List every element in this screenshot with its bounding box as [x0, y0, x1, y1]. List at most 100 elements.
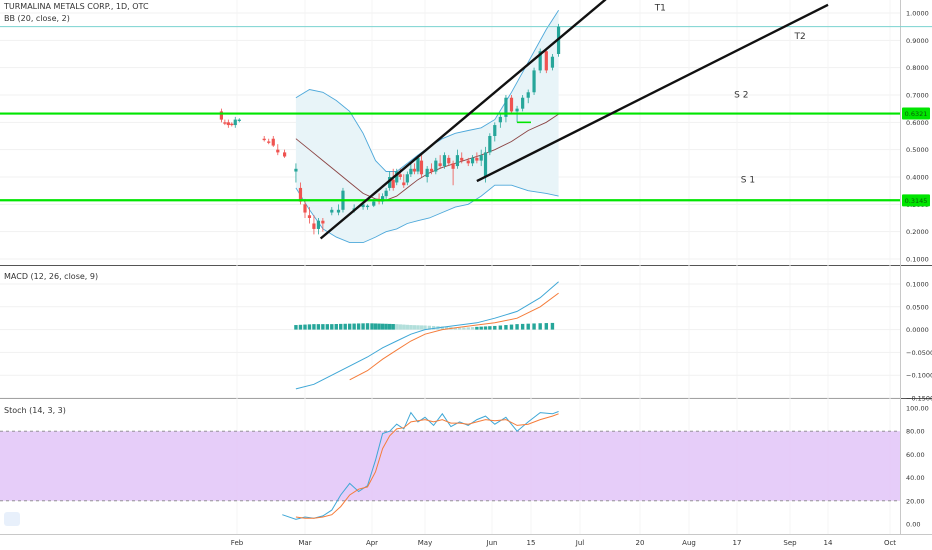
price-level-badge-text: 0.6321	[905, 110, 928, 118]
candle-body	[384, 190, 388, 197]
macd-histogram-bar	[475, 326, 479, 330]
macd-tick-label: 0.1000	[906, 281, 929, 289]
chart-annotation-t2: T2	[793, 32, 805, 42]
stoch-indicator-label[interactable]: Stoch (14, 3, 3)	[4, 406, 66, 415]
macd-histogram-bar	[544, 323, 549, 330]
macd-histogram-bar	[377, 323, 381, 330]
candle-body	[544, 51, 548, 71]
candle-body	[294, 168, 298, 172]
macd-histogram-bar	[380, 323, 385, 330]
macd-histogram-bar	[303, 324, 307, 330]
candle-body	[479, 155, 483, 161]
candle-body	[429, 168, 434, 172]
bb-indicator-label[interactable]: BB (20, close, 2)	[4, 14, 70, 23]
candle-body	[372, 201, 376, 206]
macd-histogram-bar	[423, 325, 427, 330]
candle-body	[398, 174, 402, 177]
candle-body	[365, 205, 370, 208]
price-tick-label: 0.7000	[906, 92, 929, 100]
stoch-tick-label: 60.00	[906, 451, 925, 459]
candle-body	[425, 168, 429, 177]
tradingview-logo-icon[interactable]	[4, 512, 20, 526]
stoch-tick-label: 20.00	[906, 497, 925, 505]
macd-histogram-bar	[312, 324, 316, 330]
candle-body	[267, 141, 271, 143]
price-tick-label: 0.5000	[906, 146, 929, 154]
price-tick-label: 0.6000	[906, 119, 929, 127]
time-tick-label: 20	[636, 539, 645, 547]
macd-histogram-bar	[334, 324, 338, 330]
time-tick-label: Mar	[298, 539, 311, 547]
macd-histogram-bar	[466, 327, 470, 330]
candle-body	[330, 209, 334, 213]
macd-histogram-bar	[373, 323, 378, 330]
macd-histogram-bar	[431, 325, 436, 330]
candle-body	[526, 92, 530, 98]
candle-body	[336, 209, 341, 213]
candle-body	[451, 163, 455, 169]
candle-body	[321, 220, 325, 224]
macd-histogram-bar	[365, 323, 370, 330]
macd-histogram-bar	[498, 325, 503, 330]
macd-tick-label: −0.1500	[906, 395, 932, 403]
macd-indicator-label[interactable]: MACD (12, 26, close, 9)	[4, 272, 99, 281]
candle-body	[416, 157, 420, 172]
macd-histogram-bar	[444, 326, 449, 330]
candle-body	[402, 182, 406, 186]
time-tick-label: 17	[733, 539, 742, 547]
candle-body	[470, 157, 475, 164]
candle-body	[550, 56, 555, 68]
price-level-badge	[902, 107, 930, 120]
time-tick-label: 15	[527, 539, 536, 547]
candle-body	[412, 168, 416, 172]
macd-histogram-bar	[538, 323, 542, 330]
candle-body	[316, 220, 320, 229]
time-tick-label: May	[418, 539, 432, 547]
candle-body	[233, 119, 237, 126]
price-tick-label: 0.2000	[906, 228, 929, 236]
candle-body	[219, 111, 223, 120]
chart-annotation-t1: T1	[654, 3, 666, 13]
candle-body	[283, 152, 287, 157]
candle-body	[538, 51, 542, 71]
price-tick-label: 0.9000	[906, 37, 929, 45]
chart-annotation-s1: S 1	[741, 175, 755, 185]
macd-line	[295, 281, 559, 390]
macd-histogram-bar	[457, 327, 462, 330]
macd-histogram-bar	[440, 326, 444, 330]
candle-body	[498, 116, 502, 123]
candle-body	[388, 177, 392, 188]
candle-body	[438, 163, 442, 167]
candle-body	[223, 122, 227, 124]
price-tick-label: 0.8000	[906, 64, 929, 72]
macd-histogram-bar	[387, 323, 392, 330]
candle-body	[262, 138, 266, 141]
time-tick-label: Feb	[231, 539, 244, 547]
macd-histogram-bar	[419, 325, 424, 330]
stoch-tick-label: 80.00	[906, 428, 925, 436]
macd-histogram-bar	[347, 323, 352, 330]
candle-body	[515, 108, 519, 112]
macd-signal-line	[349, 292, 559, 381]
price-tick-label: 0.4000	[906, 174, 929, 182]
candle-body	[434, 160, 438, 172]
chart-title: TURMALINA METALS CORP., 1D, OTC	[4, 2, 149, 11]
stoch-d-line	[295, 413, 559, 519]
time-tick-label: Jun	[486, 539, 498, 547]
macd-histogram-bar	[427, 325, 432, 330]
candle-body	[226, 122, 230, 126]
macd-histogram-bar	[356, 323, 361, 330]
price-tick-label: 0.1000	[906, 256, 929, 264]
time-tick-label: Jul	[575, 539, 585, 547]
macd-histogram-bar	[370, 323, 374, 330]
time-tick-label: Oct	[884, 539, 896, 547]
bollinger-lower-line	[295, 184, 559, 244]
time-tick-label: Sep	[783, 539, 797, 547]
candle-body	[271, 138, 275, 146]
macd-histogram-bar	[416, 325, 420, 330]
stoch-overbought-oversold-zone	[0, 431, 900, 501]
candle-body	[509, 97, 514, 112]
macd-histogram-bar	[391, 324, 395, 330]
price-level-badge	[902, 194, 930, 207]
